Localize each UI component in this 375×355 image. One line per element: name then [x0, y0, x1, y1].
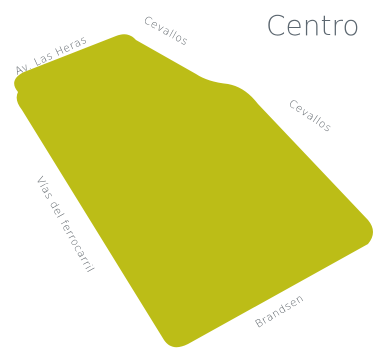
- street-label-cevallos-right: Cevallos: [286, 98, 333, 135]
- centro-zone-shape[interactable]: [14, 34, 374, 348]
- map-title: Centro: [266, 9, 360, 42]
- street-label-cevallos-top: Cevallos: [142, 14, 191, 48]
